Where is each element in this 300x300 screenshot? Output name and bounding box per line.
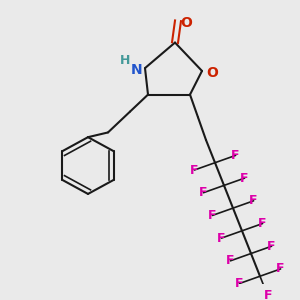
Text: F: F <box>267 240 276 253</box>
Text: F: F <box>240 172 249 184</box>
Text: F: F <box>199 186 208 199</box>
Text: F: F <box>231 149 240 162</box>
Text: H: H <box>120 54 130 67</box>
Text: F: F <box>249 194 258 207</box>
Text: F: F <box>190 164 199 176</box>
Text: F: F <box>226 254 235 267</box>
Text: F: F <box>276 262 285 275</box>
Text: F: F <box>235 277 244 290</box>
Text: F: F <box>208 209 217 222</box>
Text: O: O <box>206 66 218 80</box>
Text: F: F <box>263 289 272 300</box>
Text: N: N <box>131 63 143 77</box>
Text: F: F <box>217 232 226 244</box>
Text: O: O <box>180 16 192 30</box>
Text: F: F <box>258 217 267 230</box>
